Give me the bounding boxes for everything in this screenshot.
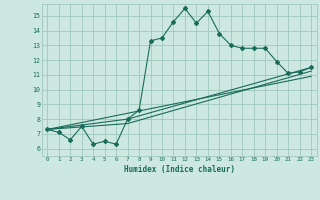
X-axis label: Humidex (Indice chaleur): Humidex (Indice chaleur) [124,165,235,174]
